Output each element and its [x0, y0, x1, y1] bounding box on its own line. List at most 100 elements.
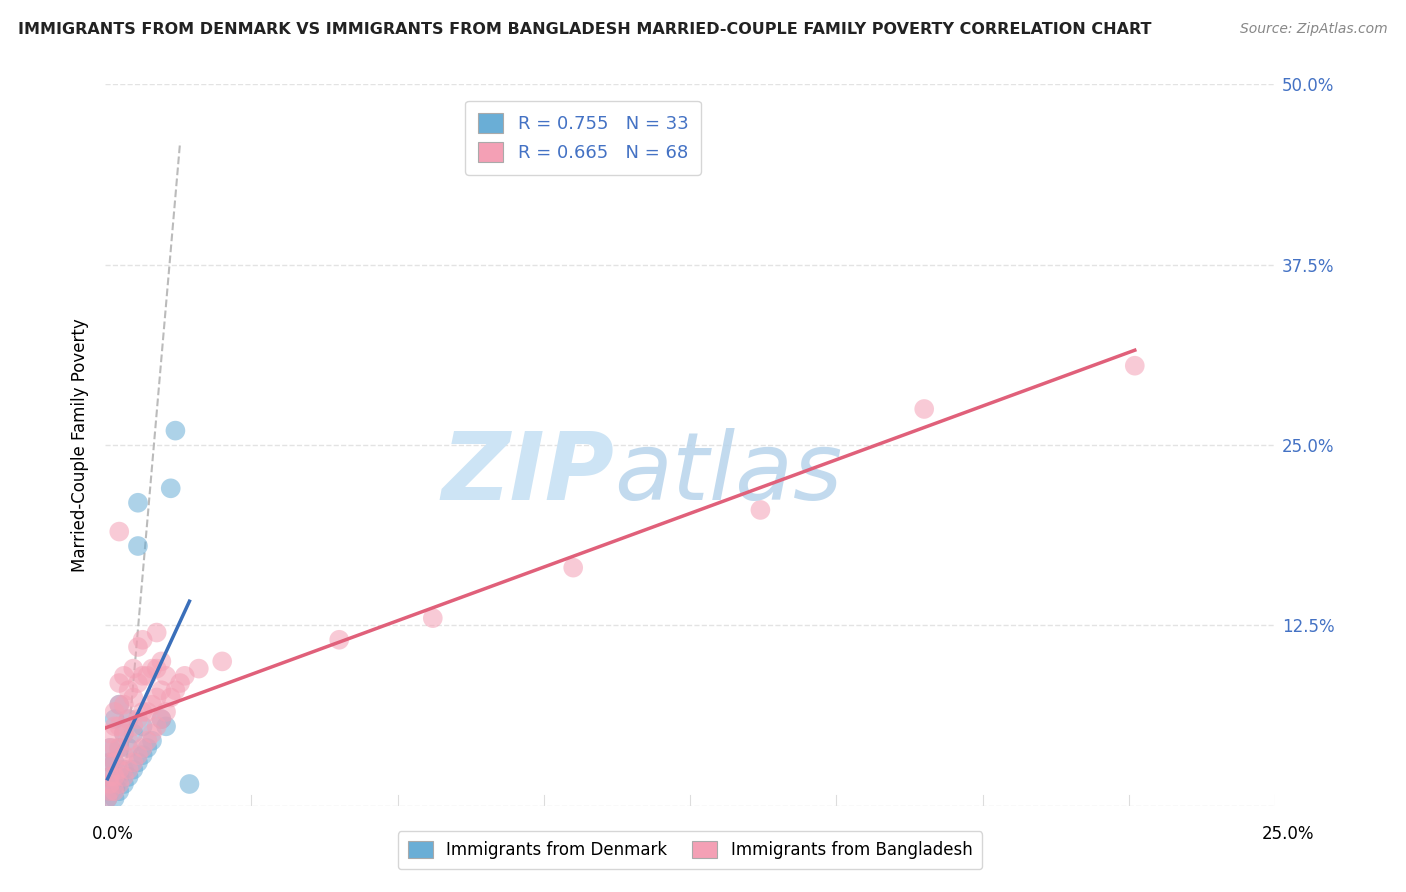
Point [141, 726, 163, 740]
Point [150, 654, 173, 668]
Text: IMMIGRANTS FROM DENMARK VS IMMIGRANTS FROM BANGLADESH MARRIED-COUPLE FAMILY POVE: IMMIGRANTS FROM DENMARK VS IMMIGRANTS FR… [18, 22, 1152, 37]
Point [98, 770, 121, 784]
Point [98, 784, 121, 798]
Y-axis label: Married-Couple Family Poverty: Married-Couple Family Poverty [72, 318, 89, 572]
Text: atlas: atlas [614, 428, 842, 519]
Point [98, 784, 121, 798]
Point [117, 712, 139, 726]
Point [328, 632, 350, 647]
Point [122, 690, 145, 705]
Point [169, 676, 191, 690]
Point [141, 662, 163, 676]
Point [150, 683, 173, 698]
Point [98, 777, 121, 791]
Point [165, 424, 187, 438]
Point [112, 669, 135, 683]
Point [150, 712, 173, 726]
Point [117, 733, 139, 747]
Point [145, 625, 167, 640]
Point [131, 632, 153, 647]
Point [103, 705, 125, 719]
Point [96, 791, 118, 805]
Point [108, 698, 131, 712]
Point [131, 741, 153, 756]
Point [98, 770, 121, 784]
Point [145, 690, 167, 705]
Point [131, 705, 153, 719]
Point [103, 712, 125, 726]
Point [165, 683, 187, 698]
Point [912, 401, 935, 416]
Text: 25.0%: 25.0% [1263, 825, 1315, 843]
Point [112, 726, 135, 740]
Point [211, 654, 233, 668]
Point [179, 777, 201, 791]
Point [98, 756, 121, 770]
Point [112, 726, 135, 740]
Point [155, 719, 177, 733]
Text: Source: ZipAtlas.com: Source: ZipAtlas.com [1240, 22, 1388, 37]
Point [103, 791, 125, 805]
Point [98, 726, 121, 740]
Point [127, 756, 149, 770]
Point [117, 712, 139, 726]
Point [141, 733, 163, 747]
Point [108, 770, 131, 784]
Text: 0.0%: 0.0% [91, 825, 134, 843]
Point [103, 770, 125, 784]
Point [159, 690, 181, 705]
Point [122, 756, 145, 770]
Text: ZIP: ZIP [441, 428, 614, 520]
Point [108, 741, 131, 756]
Point [117, 741, 139, 756]
Point [159, 481, 181, 495]
Point [155, 669, 177, 683]
Point [127, 496, 149, 510]
Point [127, 539, 149, 553]
Point [127, 676, 149, 690]
Point [145, 662, 167, 676]
Point [187, 662, 209, 676]
Point [103, 777, 125, 791]
Point [136, 669, 159, 683]
Point [98, 741, 121, 756]
Point [127, 712, 149, 726]
Point [117, 763, 139, 777]
Point [136, 705, 159, 719]
Point [112, 748, 135, 763]
Point [1123, 359, 1146, 373]
Point [117, 683, 139, 698]
Point [112, 763, 135, 777]
Point [145, 719, 167, 733]
Point [136, 741, 159, 756]
Point [122, 662, 145, 676]
Point [96, 791, 118, 805]
Point [108, 524, 131, 539]
Point [131, 748, 153, 763]
Point [127, 640, 149, 654]
Point [131, 719, 153, 733]
Point [108, 763, 131, 777]
Point [122, 726, 145, 740]
Point [117, 770, 139, 784]
Point [103, 756, 125, 770]
Point [108, 719, 131, 733]
Point [155, 705, 177, 719]
Point [108, 741, 131, 756]
Point [562, 560, 585, 574]
Legend: R = 0.755   N = 33, R = 0.665   N = 68: R = 0.755 N = 33, R = 0.665 N = 68 [465, 101, 702, 175]
Point [103, 756, 125, 770]
Point [108, 698, 131, 712]
Point [136, 733, 159, 747]
Point [112, 777, 135, 791]
Point [108, 777, 131, 791]
Point [422, 611, 444, 625]
Point [122, 763, 145, 777]
Point [173, 669, 195, 683]
Point [103, 784, 125, 798]
Point [103, 719, 125, 733]
Point [98, 756, 121, 770]
Point [98, 741, 121, 756]
Point [131, 669, 153, 683]
Point [749, 503, 772, 517]
